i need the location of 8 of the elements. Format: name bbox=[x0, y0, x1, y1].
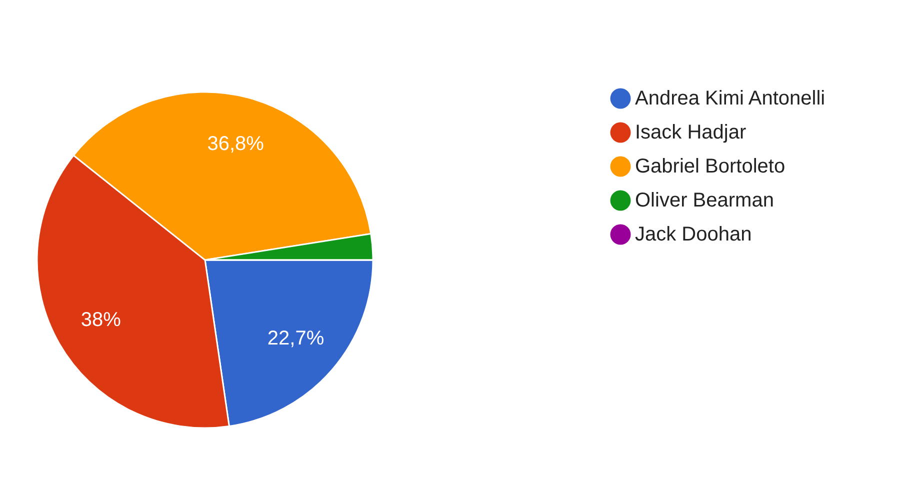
legend-label: Jack Doohan bbox=[635, 224, 752, 246]
data-label: 36,8% bbox=[207, 132, 264, 155]
legend-label: Gabriel Bortoleto bbox=[635, 156, 786, 178]
legend-label: Oliver Bearman bbox=[635, 190, 774, 212]
data-label: 38% bbox=[80, 308, 122, 331]
legend-label: Andrea Kimi Antonelli bbox=[635, 88, 826, 110]
data-label: 22,7% bbox=[267, 328, 324, 350]
legend-label: Isack Hadjar bbox=[635, 122, 746, 144]
